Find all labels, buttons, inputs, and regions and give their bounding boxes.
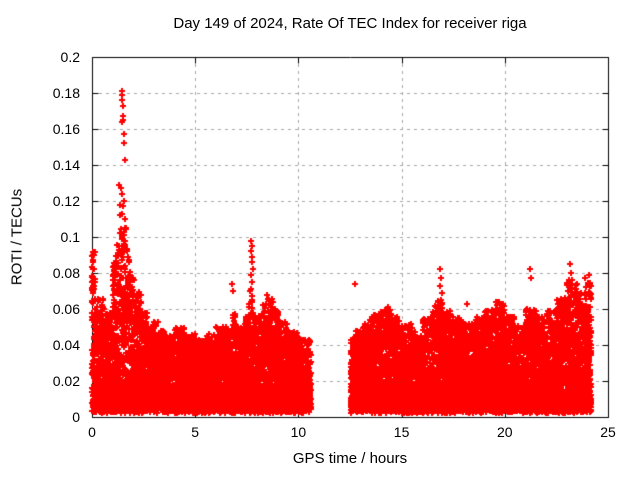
y-tick-label: 0.16 [52,121,80,137]
x-tick-label: 15 [393,424,410,440]
y-tick-label: 0.06 [52,301,80,317]
y-tick-label: 0.04 [52,337,80,353]
y-tick-label: 0.18 [52,85,80,101]
x-axis-label: GPS time / hours [292,450,408,467]
y-tick-label: 0.02 [52,373,80,389]
y-tick-label: 0.08 [52,265,80,281]
x-tick-label: 0 [88,424,96,440]
y-tick-label: 0 [72,409,80,425]
x-tick-label: 25 [600,424,616,440]
y-tick-label: 0.1 [60,229,80,245]
x-tick-label: 5 [191,424,200,440]
x-tick-label: 20 [497,424,513,440]
x-tick-label: 10 [290,424,307,440]
y-tick-label: 0.2 [60,49,80,65]
y-tick-label: 0.14 [52,157,80,173]
y-tick-label: 0.12 [52,193,80,209]
chart-title: Day 149 of 2024, Rate Of TEC Index for r… [173,15,527,32]
